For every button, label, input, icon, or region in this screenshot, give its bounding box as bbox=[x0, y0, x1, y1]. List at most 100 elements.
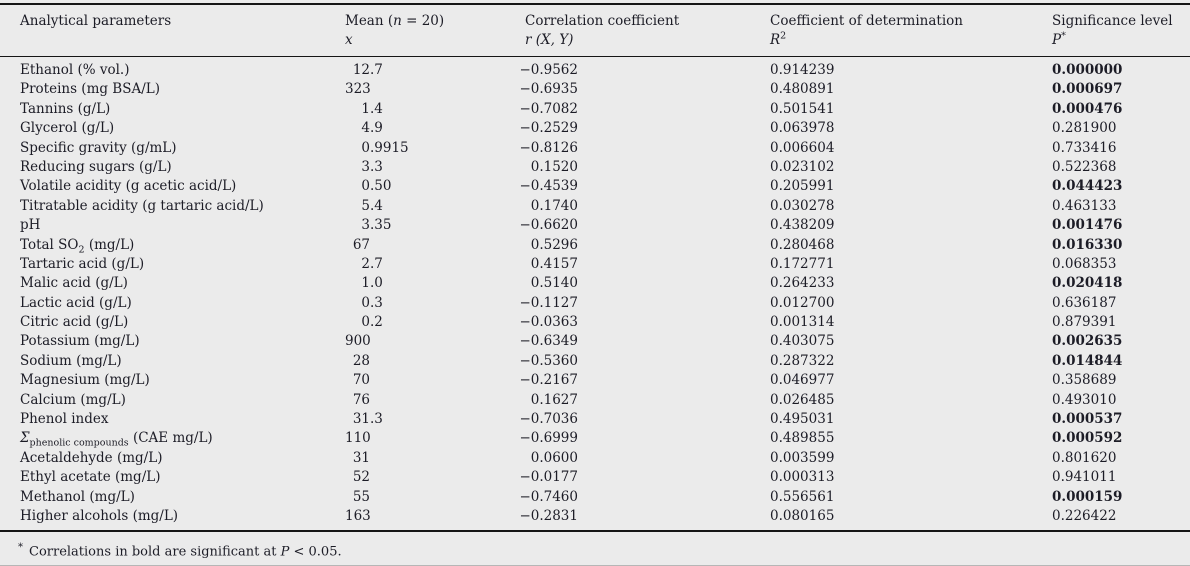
correlation-cell: 0.5140 bbox=[525, 274, 770, 293]
mean-cell: 31 bbox=[345, 449, 525, 468]
col5-title: Significance level bbox=[1052, 13, 1173, 29]
mean-cell: 0.2 bbox=[345, 313, 525, 332]
param-cell: Phenol index bbox=[20, 410, 345, 429]
correlation-value: −0.2167 bbox=[519, 372, 578, 389]
significance-cell: 0.358689 bbox=[1052, 372, 1117, 389]
param-name: Acetaldehyde (mg/L) bbox=[20, 449, 163, 466]
correlation-value: −0.2831 bbox=[519, 507, 578, 524]
mean-integer-part: 2 bbox=[361, 255, 370, 272]
param-cell: Specific gravity (g/mL) bbox=[20, 139, 345, 158]
param-name: Malic acid (g/L) bbox=[20, 275, 128, 292]
correlation-value: −0.7036 bbox=[519, 411, 578, 428]
mean-integer-part: 1 bbox=[361, 275, 370, 292]
mean-fraction-part: .7 bbox=[370, 62, 383, 78]
mean-integer-part: 12 bbox=[352, 62, 370, 78]
correlation-value: −0.2529 bbox=[519, 120, 578, 137]
param-name: pH bbox=[20, 217, 41, 234]
correlation-cell: −0.2167 bbox=[519, 371, 770, 390]
correlation-cell: 0.0600 bbox=[525, 449, 770, 468]
param-cell: Acetaldehyde (mg/L) bbox=[20, 449, 345, 468]
determination-cell: 0.172771 bbox=[770, 255, 835, 272]
mean-fraction-part: .3 bbox=[370, 158, 383, 175]
significance-cell: 0.001476 bbox=[1052, 217, 1123, 234]
param-cell: Potassium (mg/L) bbox=[20, 332, 345, 351]
param-cell: Malic acid (g/L) bbox=[20, 274, 345, 293]
col5-symbol: P* bbox=[1052, 30, 1066, 48]
significance-cell: 0.941011 bbox=[1052, 469, 1117, 486]
mean-cell: 76 bbox=[345, 391, 525, 410]
table-row: Methanol (mg/L) 55 −0.7460 0.556561 0.000159 bbox=[0, 488, 1190, 507]
correlation-value: −0.6935 bbox=[519, 81, 578, 98]
footnote-asterisk: * bbox=[18, 542, 23, 554]
param-cell: pH bbox=[20, 216, 345, 235]
mean-fraction-part: .3 bbox=[370, 294, 383, 311]
correlation-value: −0.6620 bbox=[519, 217, 578, 234]
determination-cell: 0.205991 bbox=[770, 178, 835, 195]
param-name: Titratable acidity (g tartaric acid/L) bbox=[20, 197, 264, 214]
x-bar-symbol: x bbox=[345, 32, 353, 48]
param-cell: Higher alcohols (mg/L) bbox=[20, 507, 345, 526]
mean-integer-part: 3 bbox=[361, 217, 370, 234]
param-name: Higher alcohols (mg/L) bbox=[20, 507, 179, 524]
param-name: Sodium (mg/L) bbox=[20, 352, 122, 369]
determination-cell: 0.495031 bbox=[770, 411, 835, 428]
param-cell: Ethyl acetate (mg/L) bbox=[20, 468, 345, 487]
significance-cell: 0.000000 bbox=[1052, 62, 1123, 78]
table-bottom-rule bbox=[0, 530, 1190, 533]
col3-title: Correlation coefficient bbox=[525, 13, 680, 29]
param-cell: Ethanol (% vol.) bbox=[20, 61, 345, 80]
significance-cell: 0.226422 bbox=[1052, 507, 1117, 524]
param-cell: Reducing sugars (g/L) bbox=[20, 158, 345, 177]
table-row: Glycerol (g/L) 4.9 −0.2529 0.063978 0.281900 bbox=[0, 119, 1190, 138]
r-squared-symbol: R bbox=[770, 32, 781, 48]
significance-cell: 0.000537 bbox=[1052, 411, 1123, 428]
mean-integer-part: 3 bbox=[361, 158, 370, 175]
determination-cell: 0.080165 bbox=[770, 507, 835, 524]
significance-cell: 0.014844 bbox=[1052, 352, 1123, 369]
table-row: Ethanol (% vol.) 12.7 −0.9562 0.914239 0.000… bbox=[0, 61, 1190, 80]
col-header-correlation-coefficient: Correlation coefficient r (X, Y) bbox=[525, 12, 770, 56]
mean-integer-part: 67 bbox=[352, 236, 370, 253]
correlation-value: −0.1127 bbox=[519, 294, 578, 311]
correlation-cell: −0.4539 bbox=[519, 177, 770, 196]
correlation-value: −0.7460 bbox=[519, 488, 578, 505]
significance-cell: 0.002635 bbox=[1052, 333, 1123, 350]
table-row: Σphenolic compounds (CAE mg/L) 110 −0.6999… bbox=[0, 429, 1190, 448]
p-symbol: P bbox=[1052, 32, 1062, 48]
mean-fraction-part: .7 bbox=[370, 255, 383, 272]
header-separator-rule bbox=[0, 56, 1190, 57]
table-header-row: Analytical parameters Mean (n = 20) x Co… bbox=[0, 5, 1190, 56]
correlation-value: −0.8126 bbox=[519, 139, 578, 156]
table-row: Sodium (mg/L) 28 −0.5360 0.287322 0.014844 bbox=[0, 352, 1190, 371]
param-name: Ethyl acetate (mg/L) bbox=[20, 469, 161, 486]
mean-integer-part: 31 bbox=[352, 411, 370, 428]
mean-fraction-part: .35 bbox=[370, 217, 392, 234]
table-row: Specific gravity (g/mL) 0.9915 −0.8126 0.00… bbox=[0, 139, 1190, 158]
determination-cell: 0.489855 bbox=[770, 430, 835, 447]
table-row: Reducing sugars (g/L) 3.3 0.1520 0.023102 0.… bbox=[0, 158, 1190, 177]
mean-integer-part: 76 bbox=[352, 391, 370, 408]
table-row: Acetaldehyde (mg/L) 31 0.0600 0.003599 0.801… bbox=[0, 449, 1190, 468]
mean-cell: 3.3 bbox=[345, 158, 525, 177]
param-cell: Methanol (mg/L) bbox=[20, 488, 345, 507]
param-name: Ethanol (% vol.) bbox=[20, 62, 130, 78]
correlation-cell: −0.6620 bbox=[519, 216, 770, 235]
significance-cell: 0.020418 bbox=[1052, 275, 1123, 292]
correlation-cell: 0.4157 bbox=[525, 255, 770, 274]
determination-cell: 0.063978 bbox=[770, 120, 835, 137]
mean-cell: 28 bbox=[345, 352, 525, 371]
footnote-p-symbol: P bbox=[280, 544, 290, 560]
determination-cell: 0.026485 bbox=[770, 391, 835, 408]
determination-cell: 0.480891 bbox=[770, 81, 835, 98]
correlation-cell: −0.7082 bbox=[519, 100, 770, 119]
mean-fraction-part: .50 bbox=[370, 178, 392, 195]
correlation-cell: −0.6999 bbox=[519, 429, 770, 448]
param-subscript: 2 bbox=[78, 244, 85, 256]
mean-fraction-part: .0 bbox=[370, 275, 383, 292]
table-row: Tartaric acid (g/L) 2.7 0.4157 0.172771 0.06… bbox=[0, 255, 1190, 274]
mean-cell: 31.3 bbox=[345, 410, 525, 429]
correlation-value: −0.0363 bbox=[519, 314, 578, 331]
col1-title: Analytical parameters bbox=[20, 13, 172, 29]
correlation-cell: −0.1127 bbox=[519, 294, 770, 313]
col2-symbol: x bbox=[345, 31, 525, 50]
